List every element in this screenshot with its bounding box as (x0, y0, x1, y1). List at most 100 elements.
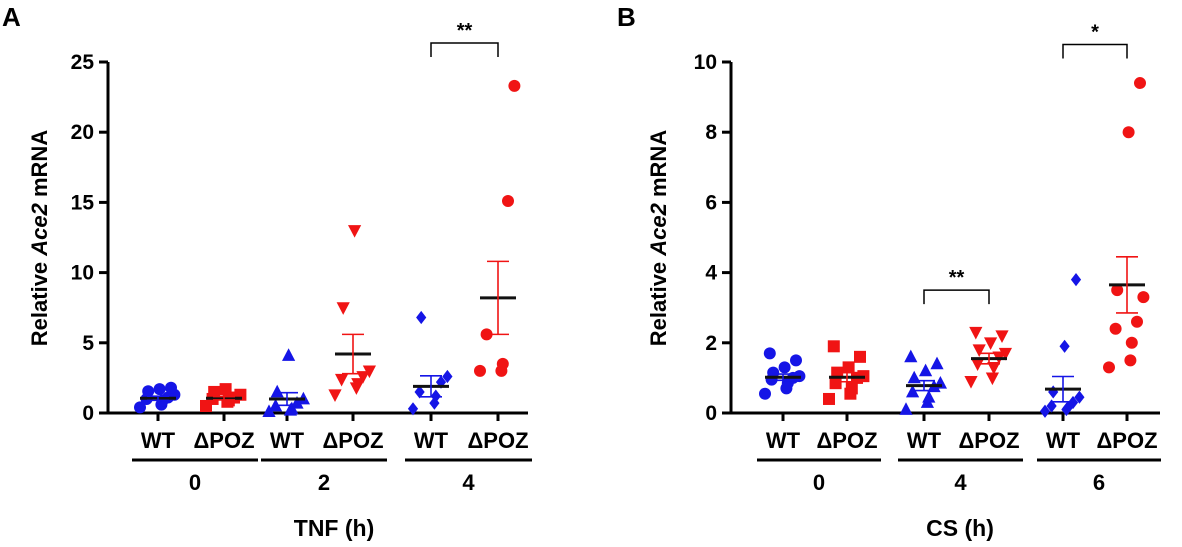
data-point (763, 347, 776, 360)
data-point (971, 358, 985, 372)
data-point (790, 354, 802, 367)
data-point (842, 361, 855, 374)
data-point (767, 366, 780, 379)
time-label: 4 (954, 470, 967, 495)
y-tick-label: 10 (71, 262, 94, 285)
data-point (1046, 399, 1057, 413)
data-point (414, 385, 425, 399)
group-label: WT (141, 428, 176, 453)
data-point (270, 384, 284, 398)
significance-label: ** (949, 267, 965, 289)
data-point (998, 347, 1012, 361)
group-label: ΔPOZ (1096, 428, 1157, 453)
data-point (335, 373, 349, 387)
panel-letter: A (2, 2, 21, 32)
data-point (416, 310, 427, 325)
panel-a: A Relative Ace2 mRNA TNF (h) 0510152025W… (2, 2, 532, 541)
data-point (987, 361, 1001, 375)
y-axis-label: Relative Ace2 mRNA (27, 130, 52, 347)
y-tick-label: 8 (705, 121, 717, 144)
time-label: 0 (189, 470, 201, 495)
data-point (984, 337, 998, 350)
group-label: WT (1046, 428, 1081, 453)
data-point (904, 349, 918, 363)
significance-label: * (1091, 21, 1099, 43)
data-point (972, 344, 986, 358)
data-point (442, 369, 453, 384)
data-point (153, 383, 166, 396)
x-axis-title: CS (h) (926, 515, 994, 541)
data-point (165, 381, 177, 394)
data-point (845, 382, 858, 395)
data-point (1124, 354, 1137, 367)
significance-bracket (923, 289, 990, 305)
data-point (1131, 315, 1143, 328)
data-point (778, 361, 791, 374)
data-point (1070, 273, 1082, 287)
group-label: ΔPOZ (958, 428, 1019, 453)
data-point (854, 350, 866, 363)
time-label: 6 (1093, 470, 1105, 495)
y-tick-label: 20 (71, 121, 94, 144)
group-label: WT (907, 428, 942, 453)
data-point (269, 398, 283, 412)
data-point (919, 363, 933, 377)
time-label: 0 (813, 470, 825, 495)
y-tick-label: 4 (705, 262, 717, 285)
time-label: 2 (318, 470, 330, 495)
data-point (362, 365, 376, 379)
y-tick-label: 6 (705, 191, 717, 214)
data-point (262, 404, 276, 417)
data-point (964, 376, 978, 389)
group-label: ΔPOZ (322, 428, 383, 453)
data-point (969, 326, 983, 340)
data-point (496, 357, 509, 370)
data-point (480, 328, 493, 341)
data-point (1122, 126, 1135, 139)
data-point (508, 79, 521, 92)
group-label: ΔPOZ (816, 428, 877, 453)
data-point (1059, 339, 1070, 353)
data-point (351, 378, 365, 391)
panel-b: B Relative Ace2 mRNA CS (h) 0 2 4 6 8 10 WT ΔPO… (617, 2, 1161, 541)
data-point (1134, 77, 1146, 90)
data-point (930, 356, 944, 370)
data-point (759, 387, 771, 400)
y-tick-label: 0 (82, 402, 94, 425)
data-point (474, 364, 486, 377)
panel-letter: B (617, 2, 636, 32)
data-point (1103, 361, 1115, 374)
significance-bracket (430, 42, 499, 57)
data-point (995, 330, 1009, 343)
group-label: ΔPOZ (193, 428, 254, 453)
data-point (336, 302, 350, 315)
data-point (985, 372, 999, 386)
significance-bracket (1062, 43, 1128, 59)
data-point (407, 402, 419, 416)
group-label: WT (270, 428, 305, 453)
data-point (1048, 385, 1059, 399)
data-point (906, 384, 920, 398)
data-point (1125, 336, 1138, 349)
group-label: WT (414, 428, 449, 453)
group-label: ΔPOZ (467, 428, 528, 453)
data-point (899, 402, 913, 415)
data-point (1074, 390, 1085, 404)
data-point (823, 392, 835, 405)
data-point (1137, 291, 1150, 304)
y-tick-label: 10 (694, 51, 717, 74)
significance-label: ** (457, 20, 473, 42)
y-tick-label: 0 (705, 402, 717, 425)
data-point (429, 396, 440, 410)
data-point (328, 389, 342, 402)
data-point (922, 390, 936, 403)
data-point (827, 340, 840, 353)
data-point (219, 383, 232, 396)
y-tick-label: 2 (705, 332, 717, 355)
data-point (348, 225, 362, 238)
data-point (1111, 284, 1124, 297)
time-label: 4 (462, 470, 475, 495)
group-label: WT (766, 428, 801, 453)
data-point (829, 377, 842, 390)
